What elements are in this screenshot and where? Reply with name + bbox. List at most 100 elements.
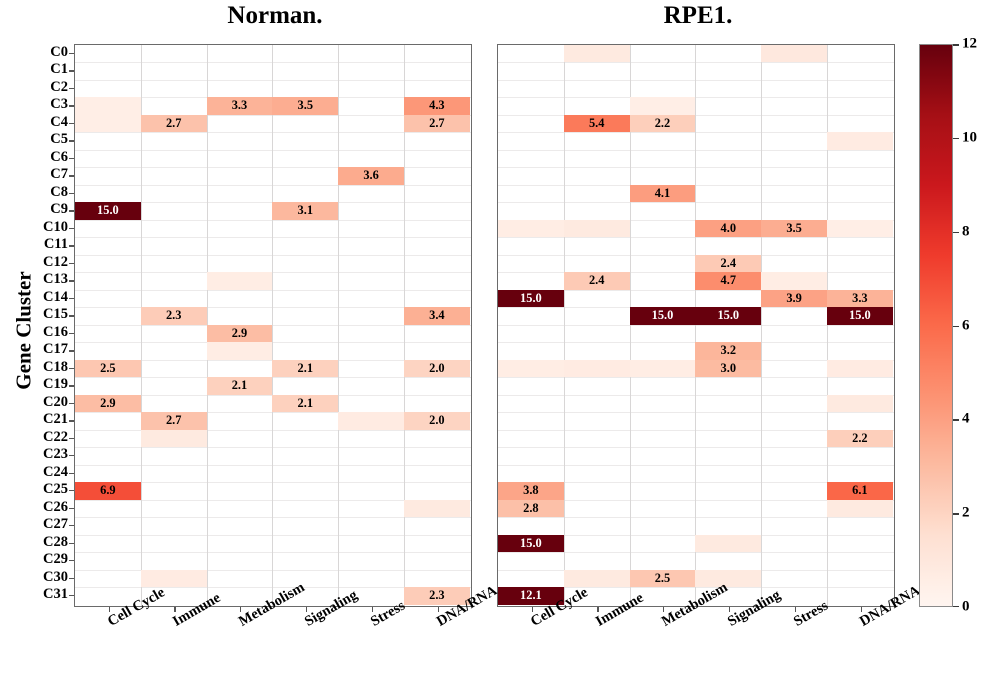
heatmap-cell[interactable] (272, 394, 339, 413)
heatmap-cell[interactable] (206, 342, 273, 360)
heatmap-cell[interactable] (629, 569, 696, 588)
heatmap-panel-rpe1[interactable]: 5.4 2.2 4.1 4.0 3.5 2.4 2.4 4.7 15.0 3.9 3.3 15.0 15… (497, 44, 895, 607)
heatmap-cell[interactable] (404, 499, 470, 518)
heatmap-cell[interactable] (629, 307, 696, 325)
heatmap-cell[interactable] (140, 114, 207, 133)
heatmap-cell[interactable] (827, 359, 893, 378)
heatmap-cell[interactable] (827, 307, 893, 325)
heatmap-cell[interactable] (563, 272, 630, 290)
heatmap-cell[interactable] (761, 219, 827, 238)
y-tick-mark (69, 542, 74, 544)
heatmap-cell[interactable] (563, 359, 630, 378)
heatmap-cell[interactable] (563, 219, 630, 238)
heatmap-cell[interactable] (827, 429, 893, 448)
heatmap-cell[interactable] (404, 359, 470, 378)
heatmap-cell[interactable] (761, 272, 827, 290)
heatmap-cell[interactable] (498, 587, 564, 605)
heatmap-cell[interactable] (629, 359, 696, 378)
colorbar[interactable]: 0 2 4 6 8 10 12 (919, 36, 977, 615)
grid-line-vertical (272, 45, 274, 606)
y-tick-label-c24: C24 (43, 463, 68, 480)
y-tick-label-c17: C17 (43, 341, 68, 358)
colorbar-tick-mark (953, 419, 959, 421)
y-tick-mark (69, 490, 74, 492)
x-tick-mark (597, 607, 599, 612)
heatmap-cell[interactable] (404, 587, 470, 605)
heatmap-cell[interactable] (695, 359, 762, 378)
heatmap-cell[interactable] (695, 569, 762, 588)
heatmap-cell[interactable] (75, 114, 141, 133)
heatmap-cell[interactable] (563, 114, 630, 133)
heatmap-cell[interactable] (140, 307, 207, 325)
heatmap-cell[interactable] (563, 569, 630, 588)
colorbar-tick-label-2: 2 (962, 504, 970, 521)
y-tick-mark (69, 560, 74, 562)
heatmap-cell[interactable] (404, 307, 470, 325)
y-tick-label-c7: C7 (50, 166, 68, 183)
y-tick-mark (69, 332, 74, 335)
heatmap-cell[interactable] (761, 45, 827, 63)
colorbar-tick-label-6: 6 (962, 317, 970, 333)
heatmap-cell[interactable] (827, 394, 893, 413)
heatmap-cell[interactable] (272, 97, 339, 115)
heatmap-cell[interactable] (695, 219, 762, 238)
heatmap-cell[interactable] (498, 359, 564, 378)
heatmap-cell[interactable] (338, 412, 404, 430)
heatmap-panel-norman[interactable]: 3.3 3.5 4.3 2.7 2.7 3.6 15.0 3.1 2.3 3.4 2.9 2.5 2.1… (74, 44, 472, 607)
y-tick-mark (69, 140, 74, 142)
heatmap-cell[interactable] (629, 97, 696, 115)
heatmap-cell[interactable] (695, 272, 762, 290)
heatmap-cell[interactable] (75, 97, 141, 115)
heatmap-cell[interactable] (695, 307, 762, 325)
heatmap-cell[interactable] (75, 394, 141, 413)
heatmap-cell[interactable] (272, 202, 339, 220)
y-tick-label-c22: C22 (43, 428, 68, 445)
heatmap-cell[interactable] (206, 272, 273, 290)
heatmap-cell[interactable] (827, 132, 893, 150)
x-tick-label-signaling: Signaling (724, 586, 784, 630)
heatmap-cell[interactable] (498, 219, 564, 238)
heatmap-cell[interactable] (338, 167, 404, 185)
heatmap-cell[interactable] (761, 289, 827, 308)
heatmap-cell[interactable] (629, 184, 696, 203)
heatmap-cell[interactable] (206, 97, 273, 115)
heatmap-cell[interactable] (827, 289, 893, 308)
y-tick-mark (69, 280, 74, 282)
heatmap-cell[interactable] (206, 377, 273, 395)
heatmap-cell[interactable] (140, 412, 207, 430)
heatmap-cell[interactable] (695, 534, 762, 553)
heatmap-cell[interactable] (140, 429, 207, 448)
heatmap-cell[interactable] (498, 499, 564, 518)
heatmap-cell[interactable] (75, 482, 141, 500)
heatmap-cell[interactable] (206, 324, 273, 343)
heatmap-cell[interactable] (404, 412, 470, 430)
y-tick-label-c0: C0 (50, 43, 68, 60)
heatmap-cell[interactable] (498, 289, 564, 308)
y-tick-label-c16: C16 (43, 323, 68, 340)
heatmap-cell[interactable] (827, 482, 893, 500)
heatmap-cell[interactable] (75, 359, 141, 378)
heatmap-cell[interactable] (629, 114, 696, 133)
colorbar-tick-label-4: 4 (962, 410, 970, 427)
heatmap-cell[interactable] (827, 219, 893, 238)
colorbar-gradient (919, 44, 953, 607)
y-tick-mark (69, 122, 74, 125)
colorbar-tick-label-8: 8 (962, 223, 970, 240)
grid-line-vertical (404, 45, 405, 606)
heatmap-cell[interactable] (563, 45, 630, 63)
panel-title-rpe1: RPE1. (663, 2, 733, 29)
heatmap-cell[interactable] (404, 97, 470, 115)
heatmap-cell[interactable] (404, 114, 470, 133)
heatmap-cell[interactable] (695, 342, 762, 360)
heatmap-cell[interactable] (498, 534, 564, 553)
heatmap-cell[interactable] (827, 499, 893, 518)
colorbar-tick-mark (953, 325, 959, 327)
heatmap-cell[interactable] (695, 254, 762, 273)
y-tick-mark (69, 595, 74, 597)
heatmap-cell[interactable] (498, 482, 564, 500)
heatmap-cell[interactable] (140, 569, 207, 588)
y-tick-mark (69, 455, 74, 457)
grid-line-vertical (140, 45, 142, 606)
heatmap-cell[interactable] (272, 359, 339, 378)
heatmap-cell[interactable] (75, 202, 141, 220)
